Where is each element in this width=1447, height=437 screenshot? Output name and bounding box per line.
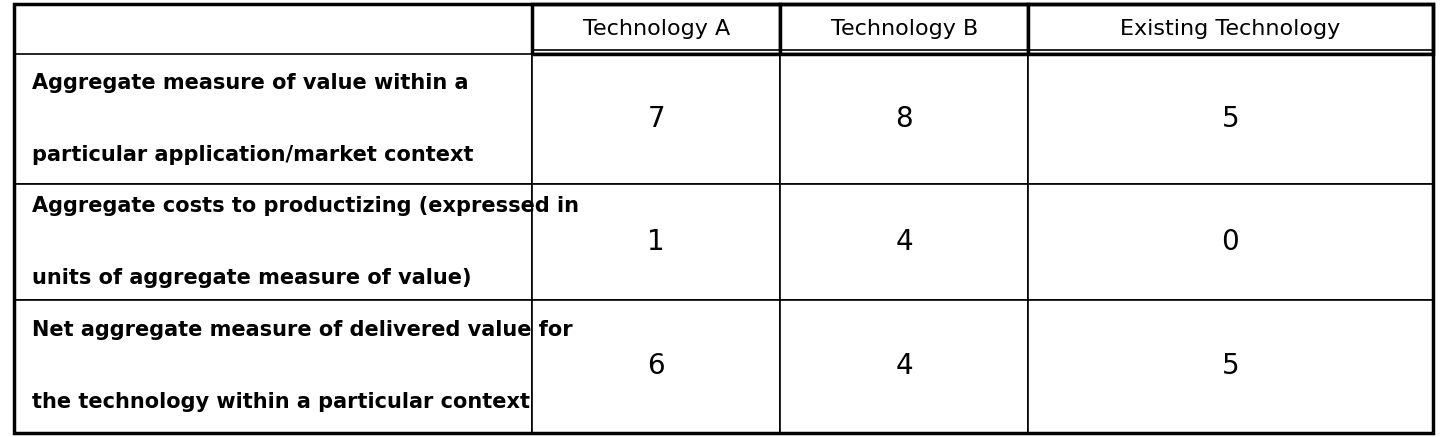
Text: 6: 6 [647, 352, 666, 380]
Text: 0: 0 [1221, 228, 1239, 256]
Text: Aggregate measure of value within a

particular application/market context: Aggregate measure of value within a part… [32, 73, 473, 165]
Bar [532, 4, 780, 54]
Bar [780, 54, 1029, 184]
Text: Aggregate costs to productizing (expressed in

units of aggregate measure of val: Aggregate costs to productizing (express… [32, 196, 579, 288]
Text: Technology B: Technology B [831, 19, 978, 39]
Text: Existing Technology: Existing Technology [1120, 19, 1340, 39]
Bar [532, 300, 780, 433]
Bar [1029, 184, 1433, 300]
Text: 5: 5 [1221, 352, 1239, 380]
Bar [14, 54, 532, 184]
Bar [532, 54, 780, 184]
Bar [14, 184, 532, 300]
Bar [1029, 300, 1433, 433]
Bar [780, 300, 1029, 433]
Text: Technology A: Technology A [583, 19, 729, 39]
Text: 5: 5 [1221, 105, 1239, 133]
Text: 8: 8 [896, 105, 913, 133]
Text: 1: 1 [647, 228, 666, 256]
Text: 7: 7 [647, 105, 666, 133]
Bar [780, 4, 1029, 54]
Text: 4: 4 [896, 352, 913, 380]
Text: Net aggregate measure of delivered value for

the technology within a particular: Net aggregate measure of delivered value… [32, 320, 573, 412]
Bar [532, 184, 780, 300]
Text: 4: 4 [896, 228, 913, 256]
Bar [14, 300, 532, 433]
Bar [1029, 54, 1433, 184]
Bar [1029, 4, 1433, 54]
Bar [780, 184, 1029, 300]
